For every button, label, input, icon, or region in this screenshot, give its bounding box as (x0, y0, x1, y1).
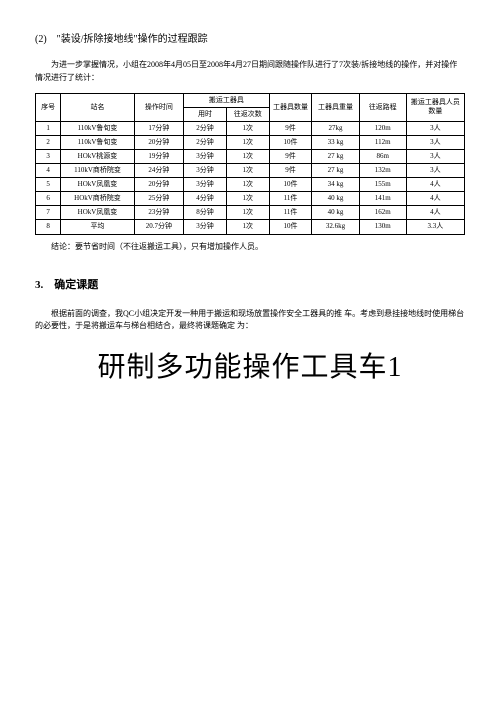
cell-optime: 19分钟 (134, 149, 183, 163)
cell-people: 3.3人 (406, 220, 464, 234)
cell-site: 110kV鲁旬变 (61, 135, 135, 149)
cell-used: 3分钟 (184, 220, 227, 234)
cell-trips: 1次 (226, 149, 269, 163)
cell-optime: 17分钟 (134, 121, 183, 135)
section2-intro: 为进一步掌握情况，小组在2008年4月05日至2008年4月27日期间跟随操作队… (35, 59, 465, 85)
cell-optime: 20分钟 (134, 178, 183, 192)
operations-table: 序号 站名 操作时间 搬运工器具 工器具数量 工器具重量 往返路程 搬运工器具人… (35, 93, 465, 235)
cell-dist: 130m (359, 220, 406, 234)
th-people: 搬运工器具人员数量 (406, 93, 464, 121)
th-dist: 往返路程 (359, 93, 406, 121)
conclusion-text: 结论：要节省时间（不往返搬运工具），只有增加操作人员。 (35, 241, 465, 252)
cell-dist: 162m (359, 206, 406, 220)
cell-qty: 9件 (269, 121, 312, 135)
cell-site: 110kV鲁旬变 (61, 121, 135, 135)
th-carry: 搬运工器具 (184, 93, 270, 107)
cell-weight: 27 kg (312, 164, 359, 178)
cell-trips: 1次 (226, 178, 269, 192)
section2-heading: (2) "装设/拆除接地线"操作的过程跟踪 (35, 30, 465, 45)
cell-trips: 1次 (226, 135, 269, 149)
section3-heading: 3. 确定课题 (35, 276, 465, 292)
table-row: 5HOkV凤凰变20分钟3分钟1次10件34 kg155m4人 (36, 178, 465, 192)
cell-people: 3人 (406, 135, 464, 149)
cell-dist: 141m (359, 192, 406, 206)
cell-dist: 86m (359, 149, 406, 163)
big-title: 研制多功能操作工具车1 (35, 345, 465, 385)
cell-used: 3分钟 (184, 149, 227, 163)
cell-trips: 1次 (226, 220, 269, 234)
cell-weight: 27 kg (312, 149, 359, 163)
cell-weight: 40 kg (312, 192, 359, 206)
cell-people: 3人 (406, 149, 464, 163)
cell-people: 4人 (406, 178, 464, 192)
cell-site: HOkV桃源变 (61, 149, 135, 163)
cell-people: 3人 (406, 164, 464, 178)
th-weight: 工器具重量 (312, 93, 359, 121)
cell-seq: 4 (36, 164, 61, 178)
cell-qty: 9件 (269, 149, 312, 163)
table-row: 2110kV鲁旬变20分钟2分钟1次10件33 kg112m3人 (36, 135, 465, 149)
cell-dist: 120m (359, 121, 406, 135)
cell-optime: 20.7分钟 (134, 220, 183, 234)
table-row: 7HOkV凤凰变23分钟8分钟1次11件40 kg162m4人 (36, 206, 465, 220)
cell-qty: 11件 (269, 192, 312, 206)
cell-seq: 6 (36, 192, 61, 206)
th-optime: 操作时间 (134, 93, 183, 121)
cell-site: HOkV商桥院变 (61, 192, 135, 206)
cell-used: 4分钟 (184, 192, 227, 206)
section3-text: 根据前面的调查，我QC小组决定开发一种用于搬运和现场放置操作安全工器具的推 车。… (35, 308, 465, 334)
cell-seq: 5 (36, 178, 61, 192)
cell-people: 4人 (406, 192, 464, 206)
cell-used: 2分钟 (184, 135, 227, 149)
cell-used: 2分钟 (184, 121, 227, 135)
th-trips: 往返次数 (226, 107, 269, 121)
cell-optime: 23分钟 (134, 206, 183, 220)
table-row: 1110kV鲁旬变17分钟2分钟1次9件27kg120m3人 (36, 121, 465, 135)
th-used: 用时 (184, 107, 227, 121)
cell-trips: 1次 (226, 164, 269, 178)
cell-qty: 10件 (269, 220, 312, 234)
cell-site: HOkV凤凰变 (61, 178, 135, 192)
cell-people: 3人 (406, 121, 464, 135)
table-row: 6HOkV商桥院变25分钟4分钟1次11件40 kg141m4人 (36, 192, 465, 206)
th-seq: 序号 (36, 93, 61, 121)
table-header-row1: 序号 站名 操作时间 搬运工器具 工器具数量 工器具重量 往返路程 搬运工器具人… (36, 93, 465, 107)
cell-people: 4人 (406, 206, 464, 220)
cell-used: 8分钟 (184, 206, 227, 220)
cell-trips: 1次 (226, 121, 269, 135)
cell-optime: 25分钟 (134, 192, 183, 206)
cell-used: 3分钟 (184, 164, 227, 178)
cell-seq: 7 (36, 206, 61, 220)
cell-site: 110kV商桥院变 (61, 164, 135, 178)
cell-qty: 9件 (269, 164, 312, 178)
cell-used: 3分钟 (184, 178, 227, 192)
th-site: 站名 (61, 93, 135, 121)
cell-weight: 33 kg (312, 135, 359, 149)
cell-site: HOkV凤凰变 (61, 206, 135, 220)
cell-seq: 3 (36, 149, 61, 163)
cell-weight: 40 kg (312, 206, 359, 220)
cell-weight: 34 kg (312, 178, 359, 192)
cell-dist: 112m (359, 135, 406, 149)
cell-trips: 1次 (226, 192, 269, 206)
cell-seq: 8 (36, 220, 61, 234)
cell-dist: 132m (359, 164, 406, 178)
cell-optime: 20分钟 (134, 135, 183, 149)
cell-weight: 32.6kg (312, 220, 359, 234)
cell-qty: 11件 (269, 206, 312, 220)
cell-dist: 155m (359, 178, 406, 192)
cell-qty: 10件 (269, 135, 312, 149)
table-row: 3HOkV桃源变19分钟3分钟1次9件27 kg86m3人 (36, 149, 465, 163)
cell-seq: 1 (36, 121, 61, 135)
th-qty: 工器具数量 (269, 93, 312, 121)
cell-seq: 2 (36, 135, 61, 149)
table-row: 4110kV商桥院变24分钟3分钟1次9件27 kg132m3人 (36, 164, 465, 178)
cell-trips: 1次 (226, 206, 269, 220)
cell-weight: 27kg (312, 121, 359, 135)
cell-qty: 10件 (269, 178, 312, 192)
table-row: 8平均20.7分钟3分钟1次10件32.6kg130m3.3人 (36, 220, 465, 234)
cell-site: 平均 (61, 220, 135, 234)
cell-optime: 24分钟 (134, 164, 183, 178)
